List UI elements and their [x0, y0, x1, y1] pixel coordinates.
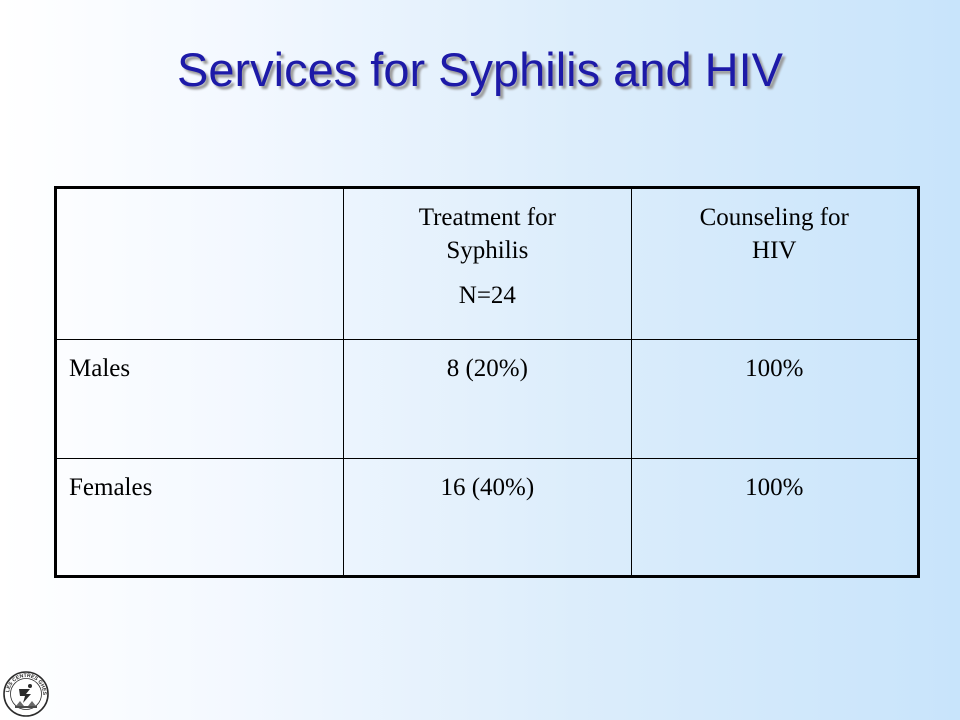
row-label: Females [54, 457, 345, 578]
table-row-females: Females 16 (40%) 100% [54, 457, 919, 578]
counseling-value: 100% [630, 457, 919, 578]
header-text: HIV [752, 237, 797, 265]
header-cell-counseling: Counseling for HIV [630, 186, 919, 341]
treatment-value: 8 (20%) [343, 339, 632, 459]
header-cell-empty [54, 186, 345, 341]
header-cell-treatment: Treatment for Syphilis N=24 [343, 186, 632, 341]
slide-title: Services for Syphilis and HIV [176, 43, 784, 96]
organization-logo-icon: LES CENTRES GHESKIO [2, 668, 49, 717]
services-table: Treatment for Syphilis N=24 Counseling f… [54, 186, 920, 578]
header-text: Syphilis [446, 237, 529, 265]
row-label: Males [54, 339, 345, 459]
table-header-row: Treatment for Syphilis N=24 Counseling f… [54, 186, 919, 341]
header-text: Treatment for [418, 204, 556, 231]
header-text: Counseling for [699, 204, 849, 231]
table-row-males: Males 8 (20%) 100% [54, 339, 919, 459]
counseling-value: 100% [630, 339, 919, 459]
header-sample-size: N=24 [458, 281, 516, 309]
treatment-value: 16 (40%) [343, 457, 632, 578]
